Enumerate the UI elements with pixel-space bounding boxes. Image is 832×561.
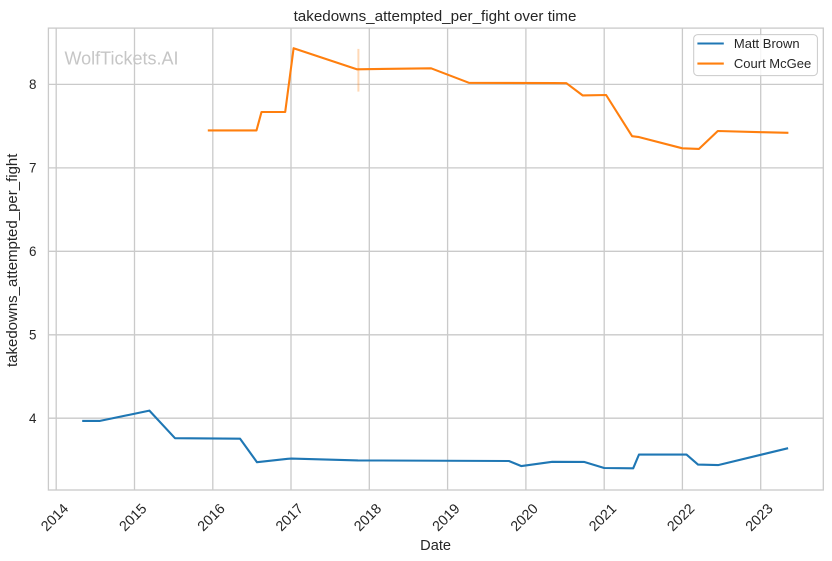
svg-text:Matt Brown: Matt Brown	[734, 36, 800, 51]
svg-text:takedowns_attempted_per_fight: takedowns_attempted_per_fight	[4, 153, 21, 367]
svg-text:WolfTickets.AI: WolfTickets.AI	[65, 48, 179, 68]
svg-text:4: 4	[29, 411, 37, 426]
svg-text:8: 8	[29, 77, 36, 92]
svg-text:6: 6	[29, 244, 36, 259]
svg-text:Date: Date	[420, 538, 451, 554]
svg-text:Court McGee: Court McGee	[734, 56, 811, 71]
svg-text:takedowns_attempted_per_fight: takedowns_attempted_per_fight over time	[294, 8, 577, 25]
svg-text:5: 5	[29, 327, 36, 342]
svg-text:7: 7	[29, 161, 36, 176]
